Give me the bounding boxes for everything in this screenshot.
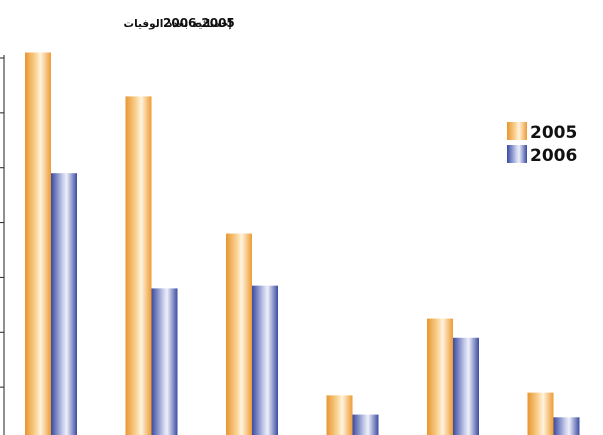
legend-swatch-2005	[507, 122, 527, 140]
legend: 2005 2006	[507, 122, 577, 166]
bar-2006-3	[252, 285, 278, 435]
chart-title: 2006-2005 إحصائية بعدد الوفيات	[124, 16, 235, 30]
chart-title-text: إحصائية بعدد الوفيات	[124, 18, 232, 30]
bar-2006-1	[51, 173, 77, 435]
bar-2006-2	[151, 288, 178, 435]
legend-label-2006: 2006	[530, 146, 577, 166]
chart-title-years: 2006-2005	[163, 16, 235, 30]
legend-label-2005: 2005	[530, 123, 577, 143]
bar-2005-5	[427, 318, 453, 435]
bar-2006-4	[352, 414, 379, 435]
bar-2005-2	[125, 96, 152, 435]
y-axis-ticks	[0, 57, 4, 388]
bars-group	[25, 52, 580, 435]
bar-2005-6	[527, 392, 554, 435]
bar-2006-5	[453, 337, 479, 435]
bar-2005-3	[226, 233, 252, 435]
legend-swatch-2006	[507, 145, 527, 163]
bar-2005-4	[326, 395, 353, 435]
bar-2005-1	[25, 52, 51, 435]
bar-2006-6	[553, 417, 580, 435]
